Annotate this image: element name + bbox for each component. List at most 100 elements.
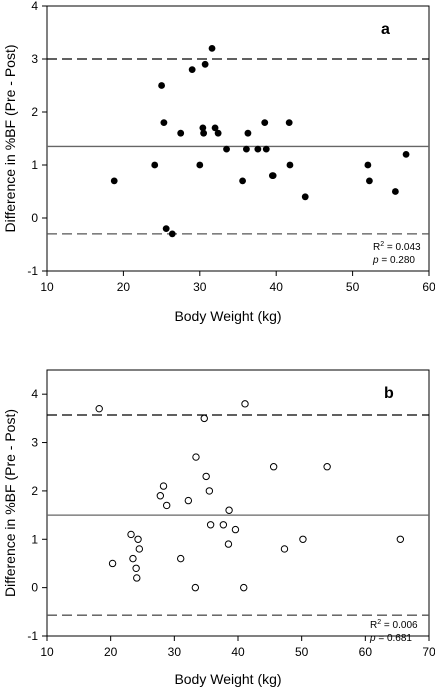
data-point <box>244 129 252 137</box>
data-point <box>196 161 204 169</box>
x-axis-label: Body Weight (kg) <box>174 671 281 687</box>
data-point <box>214 129 222 137</box>
data-point <box>110 177 118 185</box>
p-value-stat: p = 0.280 <box>372 255 415 266</box>
data-point <box>201 60 209 68</box>
data-point <box>162 225 170 233</box>
data-point <box>160 119 168 126</box>
x-tick-label: 50 <box>346 280 360 294</box>
data-point <box>239 177 246 185</box>
data-point <box>200 129 208 137</box>
y-tick-label: 2 <box>31 105 38 119</box>
plot-frame <box>46 369 430 637</box>
data-point <box>285 119 293 126</box>
y-tick-label: 2 <box>31 484 38 498</box>
panel-letter: a <box>381 21 390 38</box>
data-point <box>299 535 307 543</box>
data-point <box>261 119 269 126</box>
data-point <box>191 583 200 592</box>
y-tick-label: 1 <box>31 532 38 546</box>
x-tick-label: 10 <box>40 280 54 294</box>
data-point <box>199 124 207 132</box>
y-tick-label: -1 <box>27 629 38 643</box>
y-axis-label: Difference in %BF (Pre - Post) <box>2 44 18 232</box>
data-point <box>132 564 140 572</box>
data-point <box>95 404 103 413</box>
y-tick-label: 3 <box>31 52 38 66</box>
r-squared-stat: R2 = 0.043 <box>373 241 421 253</box>
r-squared-stat: R2 = 0.006 <box>370 619 418 631</box>
x-tick-label: 30 <box>168 645 182 659</box>
data-point <box>177 554 185 563</box>
data-point <box>286 161 294 169</box>
data-point <box>323 463 331 471</box>
y-tick-label: 0 <box>31 581 38 595</box>
data-point <box>108 559 117 568</box>
y-tick-label: 1 <box>31 158 38 172</box>
data-point <box>188 66 196 73</box>
x-tick-label: 60 <box>359 645 373 659</box>
x-axis-label: Body Weight (kg) <box>174 308 281 324</box>
data-point <box>262 145 270 153</box>
data-point <box>391 188 399 195</box>
data-point <box>224 540 233 548</box>
y-tick-label: 3 <box>31 436 38 450</box>
data-point <box>200 414 208 423</box>
data-point <box>211 124 219 132</box>
x-tick-label: 40 <box>270 280 284 294</box>
data-point <box>243 145 250 153</box>
data-point <box>254 145 262 153</box>
data-point <box>208 45 216 52</box>
y-tick-label: 4 <box>31 387 38 401</box>
chart-panel-a: 10 20 30 40 50 60 -1 0 1 2 3 4 Body Weight (kg) Diffe… <box>2 0 435 324</box>
data-point <box>151 161 159 169</box>
y-tick-label: -1 <box>27 264 38 278</box>
data-point <box>134 535 142 543</box>
data-point <box>240 583 248 592</box>
data-point <box>133 574 141 582</box>
data-point <box>225 506 233 514</box>
data-point <box>366 177 373 185</box>
data-point <box>129 554 137 563</box>
data-point <box>231 525 240 534</box>
data-point <box>177 129 185 137</box>
data-point <box>135 545 144 553</box>
x-tick-label: 20 <box>104 645 118 659</box>
data-point <box>206 521 215 529</box>
chart-panel-b: 10 20 30 40 50 60 70 -1 0 1 2 3 4 Body Weight (kg) Dif… <box>2 369 435 687</box>
data-point <box>159 482 168 490</box>
data-point <box>127 530 135 539</box>
p-value-stat: p = 0.681 <box>369 633 412 644</box>
plot-frame <box>46 5 430 272</box>
data-point <box>192 453 200 461</box>
data-point <box>156 492 165 500</box>
x-tick-label: 30 <box>193 280 207 294</box>
x-tick-label: 40 <box>231 645 245 659</box>
data-point <box>396 535 405 543</box>
data-point <box>269 463 278 471</box>
data-point <box>158 82 166 89</box>
data-point <box>241 400 249 408</box>
data-point <box>205 487 214 495</box>
x-tick-label: 20 <box>117 280 131 294</box>
data-point <box>402 151 410 158</box>
data-point <box>219 521 228 529</box>
y-tick-label: 0 <box>31 211 38 225</box>
y-axis-label: Difference in %BF (Pre - Post) <box>2 409 18 597</box>
x-tick-label: 10 <box>40 645 54 659</box>
data-point <box>184 496 193 505</box>
data-point <box>280 545 289 553</box>
data-point <box>223 145 230 153</box>
x-tick-label: 70 <box>422 645 435 659</box>
data-point <box>364 161 372 169</box>
data-point <box>301 193 309 201</box>
data-point <box>269 172 277 180</box>
data-point <box>162 501 171 510</box>
y-tick-label: 4 <box>31 0 38 13</box>
data-point <box>202 472 210 481</box>
data-point <box>168 230 176 238</box>
x-tick-label: 50 <box>295 645 309 659</box>
x-tick-label: 60 <box>422 280 435 294</box>
panel-letter: b <box>384 385 394 402</box>
